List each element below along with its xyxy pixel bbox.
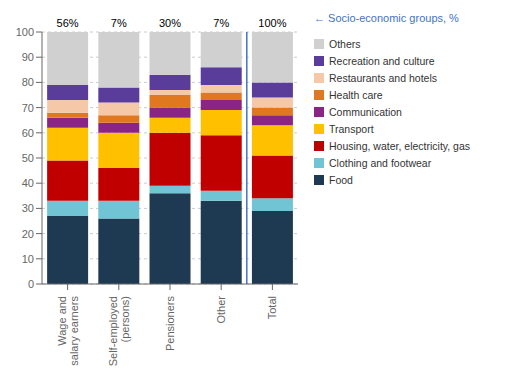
svg-text:30%: 30% (159, 17, 181, 29)
svg-text:90: 90 (22, 51, 34, 63)
svg-text:Self-employed(persons): Self-employed(persons) (107, 296, 131, 366)
html-text:Transport: Transport (329, 123, 374, 135)
svg-text:7%: 7% (111, 17, 127, 29)
svg-text:56%: 56% (57, 17, 79, 29)
svg-text:20: 20 (22, 228, 34, 240)
svg-text:40: 40 (22, 177, 34, 189)
svg-text:Total: Total (266, 296, 278, 319)
html-text:Housing, water, electricity, g: Housing, water, electricity, gas (329, 140, 470, 152)
svg-text:Wage andsalary earners: Wage andsalary earners (56, 296, 80, 366)
html-text:Recreation and culture: Recreation and culture (329, 55, 435, 67)
svg-text:10: 10 (22, 253, 34, 265)
svg-text:100: 100 (16, 26, 34, 38)
svg-text:60: 60 (22, 127, 34, 139)
html-text:Health care: Health care (329, 89, 383, 101)
html-text:← Socio-economic groups, %: ← Socio-economic groups, % (314, 12, 459, 24)
svg-text:70: 70 (22, 102, 34, 114)
svg-text:Pensioners: Pensioners (164, 296, 176, 352)
svg-text:30: 30 (22, 202, 34, 214)
svg-text:100%: 100% (258, 17, 286, 29)
svg-text:7%: 7% (213, 17, 229, 29)
html-text:Food: Food (329, 174, 353, 186)
svg-text:50: 50 (22, 152, 34, 164)
html-text:Others: Others (329, 38, 361, 50)
html-text:Restaurants and hotels: Restaurants and hotels (329, 72, 437, 84)
svg-text:80: 80 (22, 76, 34, 88)
svg-text:Other: Other (215, 296, 227, 324)
html-text:Clothing and footwear: Clothing and footwear (329, 157, 432, 169)
html-text:Communication: Communication (329, 106, 402, 118)
svg-text:0: 0 (28, 278, 34, 290)
